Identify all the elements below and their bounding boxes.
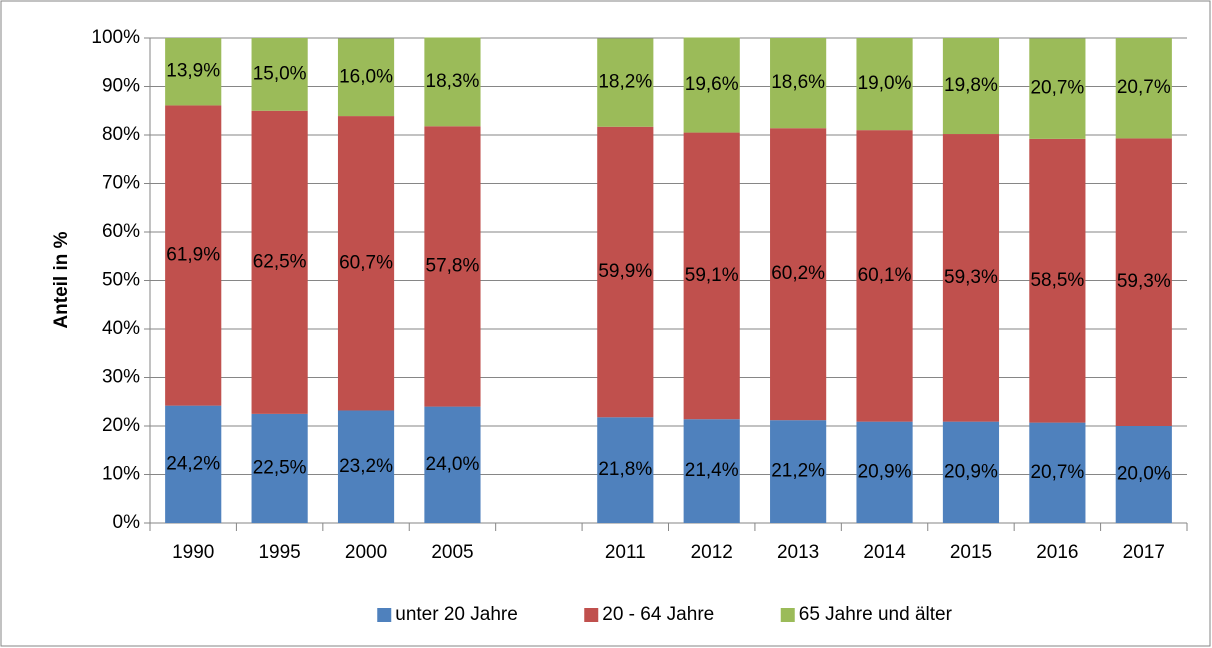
x-tick-label: 2014 (863, 542, 906, 563)
bar-segment (683, 419, 740, 523)
bar-segment (337, 116, 395, 411)
bar-segment (770, 420, 827, 523)
y-tick-label: 100% (91, 27, 140, 48)
data-label: 20,9% (944, 461, 998, 482)
bar-segment (942, 421, 1000, 523)
bar-segment (424, 406, 481, 523)
data-label: 21,2% (771, 461, 825, 482)
data-label: 61,9% (166, 245, 220, 266)
y-tick-label: 60% (102, 221, 140, 242)
bar-segment (251, 110, 308, 414)
y-tick-label: 0% (113, 512, 141, 533)
bar-segment (597, 126, 654, 418)
data-label: 13,9% (166, 61, 220, 82)
bar-segment (165, 405, 222, 523)
bar-segment (424, 126, 481, 407)
bar-segment (856, 130, 913, 422)
data-label: 59,1% (685, 265, 739, 286)
legend-swatch (584, 608, 599, 622)
data-label: 21,4% (685, 460, 739, 481)
bar-segment (1029, 38, 1086, 139)
x-tick-label: 2013 (777, 542, 819, 563)
x-tick-label: 2017 (1123, 542, 1165, 563)
data-label: 20,7% (1030, 462, 1084, 483)
y-tick-label: 30% (102, 367, 140, 388)
bar-segment (165, 38, 222, 106)
legend-label: unter 20 Jahre (395, 604, 518, 625)
y-tick-label: 10% (102, 464, 140, 485)
bar-segment (597, 417, 654, 523)
bar-segment (683, 37, 740, 133)
data-label: 18,2% (598, 72, 652, 93)
data-label: 60,2% (771, 263, 825, 284)
data-label: 59,3% (944, 267, 998, 288)
bar-segment (1115, 138, 1172, 426)
bar-segment (251, 413, 308, 523)
data-label: 18,6% (771, 72, 825, 93)
legend-label: 65 Jahre und älter (799, 604, 953, 625)
data-label: 23,2% (339, 456, 393, 477)
data-label: 21,8% (598, 459, 652, 480)
y-tick-label: 20% (102, 415, 140, 436)
y-axis-label: Anteil in % (51, 231, 72, 328)
data-label: 20,7% (1117, 77, 1171, 98)
data-label: 62,5% (253, 251, 307, 272)
bar-segment (251, 38, 308, 111)
y-tick-label: 70% (102, 173, 140, 194)
x-tick-label: 2000 (345, 542, 387, 563)
data-label: 20,9% (858, 461, 912, 482)
bar-segment (942, 134, 1000, 422)
bar-segment (856, 38, 913, 131)
bar-segment (165, 105, 222, 406)
y-tick-label: 40% (102, 318, 140, 339)
bar-segment (942, 38, 1000, 135)
legend-swatch (780, 608, 795, 622)
x-tick-label: 2016 (1036, 542, 1078, 563)
bar-segment (337, 410, 395, 523)
data-label: 15,0% (253, 63, 307, 84)
x-tick-label: 2005 (431, 542, 473, 563)
y-tick-label: 90% (102, 76, 140, 97)
data-label: 60,1% (858, 265, 912, 286)
data-label: 24,2% (166, 453, 220, 474)
bar-segment (1029, 138, 1086, 423)
bar-segment (770, 128, 827, 421)
data-label: 19,6% (685, 74, 739, 95)
legend-label: 20 - 64 Jahre (602, 604, 714, 625)
x-tick-label: 2011 (605, 542, 646, 563)
x-tick-label: 1995 (258, 542, 300, 563)
data-label: 57,8% (426, 255, 480, 276)
x-tick-label: 2015 (950, 542, 992, 563)
y-tick-label: 80% (102, 124, 140, 145)
data-label: 19,0% (858, 73, 912, 94)
bar-segment (597, 38, 654, 127)
data-label: 18,3% (426, 71, 480, 92)
bar-segment (856, 421, 913, 523)
data-label: 24,0% (426, 454, 480, 475)
y-tick-label: 50% (102, 270, 140, 291)
data-label: 59,9% (598, 261, 652, 282)
x-tick-label: 2012 (691, 542, 733, 563)
bar-segment (1115, 426, 1172, 523)
bar-segment (1029, 422, 1086, 523)
bar-segment (770, 38, 827, 129)
bar-segment (337, 38, 395, 117)
data-label: 16,0% (339, 66, 393, 87)
data-label: 60,7% (339, 252, 393, 273)
bar-segment (683, 132, 740, 420)
data-label: 19,8% (944, 75, 998, 96)
x-tick-label: 1990 (172, 542, 214, 563)
data-label: 20,0% (1117, 464, 1171, 485)
bar-segment (424, 37, 481, 127)
bar-segment (1115, 38, 1172, 139)
data-label: 59,3% (1117, 271, 1171, 292)
legend-swatch (377, 608, 392, 622)
data-label: 20,7% (1030, 78, 1084, 99)
data-label: 58,5% (1030, 270, 1084, 291)
data-label: 22,5% (253, 457, 307, 478)
